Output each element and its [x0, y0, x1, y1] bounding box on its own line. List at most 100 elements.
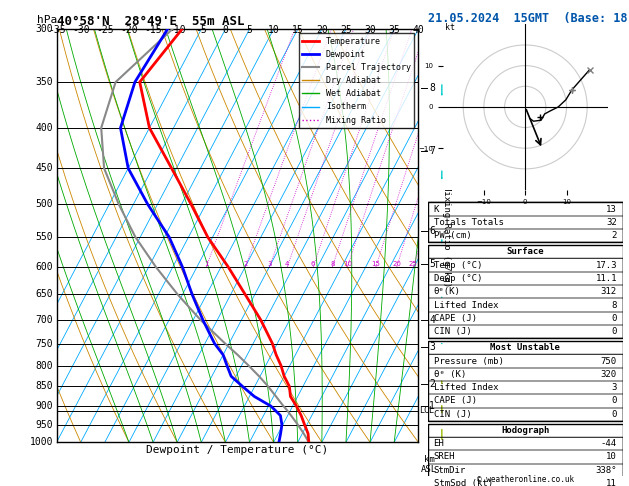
Text: 600: 600 — [35, 262, 53, 272]
Text: 2: 2 — [611, 231, 617, 240]
Text: EH: EH — [433, 439, 444, 448]
Text: 13: 13 — [606, 205, 617, 213]
Text: 25: 25 — [409, 261, 418, 267]
Text: CAPE (J): CAPE (J) — [433, 397, 477, 405]
Text: Mixing Ratio (g/kg): Mixing Ratio (g/kg) — [442, 185, 451, 287]
Bar — [428, 408, 623, 421]
Bar — [428, 203, 623, 243]
Text: Lifted Index: Lifted Index — [433, 300, 498, 310]
Text: 1: 1 — [429, 401, 435, 411]
Text: -10: -10 — [169, 25, 186, 35]
Text: 10: 10 — [268, 25, 279, 35]
Text: 750: 750 — [35, 339, 53, 348]
Text: StmSpd (kt): StmSpd (kt) — [433, 479, 493, 486]
Text: -35: -35 — [48, 25, 65, 35]
Text: 11.1: 11.1 — [596, 274, 617, 283]
Text: 40°58'N  28°49'E  55m ASL: 40°58'N 28°49'E 55m ASL — [57, 15, 244, 28]
Text: 750: 750 — [601, 357, 617, 365]
Text: LCL: LCL — [419, 406, 434, 415]
Text: Temp (°C): Temp (°C) — [433, 260, 482, 270]
Text: 35: 35 — [388, 25, 400, 35]
Text: 15: 15 — [292, 25, 304, 35]
Bar — [428, 451, 623, 464]
Text: 4: 4 — [285, 261, 289, 267]
Bar — [428, 424, 623, 486]
Text: © weatheronline.co.uk: © weatheronline.co.uk — [477, 474, 574, 484]
Text: -15: -15 — [144, 25, 162, 35]
Text: CAPE (J): CAPE (J) — [433, 314, 477, 323]
Text: CIN (J): CIN (J) — [433, 327, 471, 336]
Text: 300: 300 — [35, 24, 53, 34]
Text: 8: 8 — [330, 261, 335, 267]
Text: SREH: SREH — [433, 452, 455, 462]
Text: θᵉ (K): θᵉ (K) — [433, 370, 466, 379]
Text: 900: 900 — [35, 401, 53, 411]
Text: 2: 2 — [243, 261, 248, 267]
Bar — [428, 464, 623, 477]
Text: 0: 0 — [223, 25, 228, 35]
Bar — [428, 437, 623, 451]
Text: 2: 2 — [429, 380, 435, 389]
Bar — [428, 259, 623, 272]
Bar — [428, 325, 623, 338]
Text: 0: 0 — [611, 410, 617, 419]
Text: 800: 800 — [35, 361, 53, 371]
Text: Pressure (mb): Pressure (mb) — [433, 357, 503, 365]
Text: -20: -20 — [120, 25, 138, 35]
X-axis label: Dewpoint / Temperature (°C): Dewpoint / Temperature (°C) — [147, 445, 328, 455]
Text: 3: 3 — [429, 342, 435, 352]
Bar — [428, 298, 623, 312]
Text: 7: 7 — [429, 146, 435, 156]
Text: 1000: 1000 — [30, 437, 53, 447]
Text: hPa: hPa — [36, 15, 57, 25]
Text: CIN (J): CIN (J) — [433, 410, 471, 419]
Text: 350: 350 — [35, 77, 53, 87]
Bar — [428, 394, 623, 408]
Text: Most Unstable: Most Unstable — [490, 343, 560, 352]
Bar — [428, 424, 623, 437]
Text: 30: 30 — [364, 25, 376, 35]
Text: 0: 0 — [611, 327, 617, 336]
Text: 5: 5 — [247, 25, 252, 35]
Text: 550: 550 — [35, 232, 53, 242]
Text: 25: 25 — [340, 25, 352, 35]
Text: 20: 20 — [392, 261, 401, 267]
Bar — [428, 477, 623, 486]
Bar — [428, 216, 623, 229]
Text: 3: 3 — [611, 383, 617, 392]
Text: -44: -44 — [601, 439, 617, 448]
Bar — [428, 285, 623, 298]
Text: -25: -25 — [96, 25, 114, 35]
Bar — [428, 203, 623, 216]
Text: 500: 500 — [35, 199, 53, 209]
Text: -5: -5 — [196, 25, 207, 35]
Text: K: K — [433, 205, 439, 213]
Text: 320: 320 — [601, 370, 617, 379]
Bar — [428, 368, 623, 381]
Text: Hodograph: Hodograph — [501, 426, 549, 435]
Text: Dewp (°C): Dewp (°C) — [433, 274, 482, 283]
Bar — [428, 245, 623, 259]
Text: 850: 850 — [35, 382, 53, 392]
Text: 3: 3 — [267, 261, 272, 267]
Text: 6: 6 — [429, 226, 435, 236]
Text: 20: 20 — [316, 25, 328, 35]
Text: -30: -30 — [72, 25, 89, 35]
Text: 0: 0 — [611, 397, 617, 405]
Text: 10: 10 — [343, 261, 352, 267]
Bar — [428, 272, 623, 285]
Text: 400: 400 — [35, 123, 53, 133]
Text: 17.3: 17.3 — [596, 260, 617, 270]
Text: 700: 700 — [35, 315, 53, 325]
Text: 0: 0 — [611, 314, 617, 323]
Bar — [428, 341, 623, 354]
Text: 950: 950 — [35, 419, 53, 430]
Bar — [428, 341, 623, 421]
Text: 450: 450 — [35, 163, 53, 174]
Bar — [428, 312, 623, 325]
Text: 40: 40 — [413, 25, 424, 35]
Text: kt: kt — [445, 23, 455, 33]
Text: 8: 8 — [611, 300, 617, 310]
Text: 1: 1 — [204, 261, 209, 267]
Legend: Temperature, Dewpoint, Parcel Trajectory, Dry Adiabat, Wet Adiabat, Isotherm, Mi: Temperature, Dewpoint, Parcel Trajectory… — [299, 34, 414, 128]
